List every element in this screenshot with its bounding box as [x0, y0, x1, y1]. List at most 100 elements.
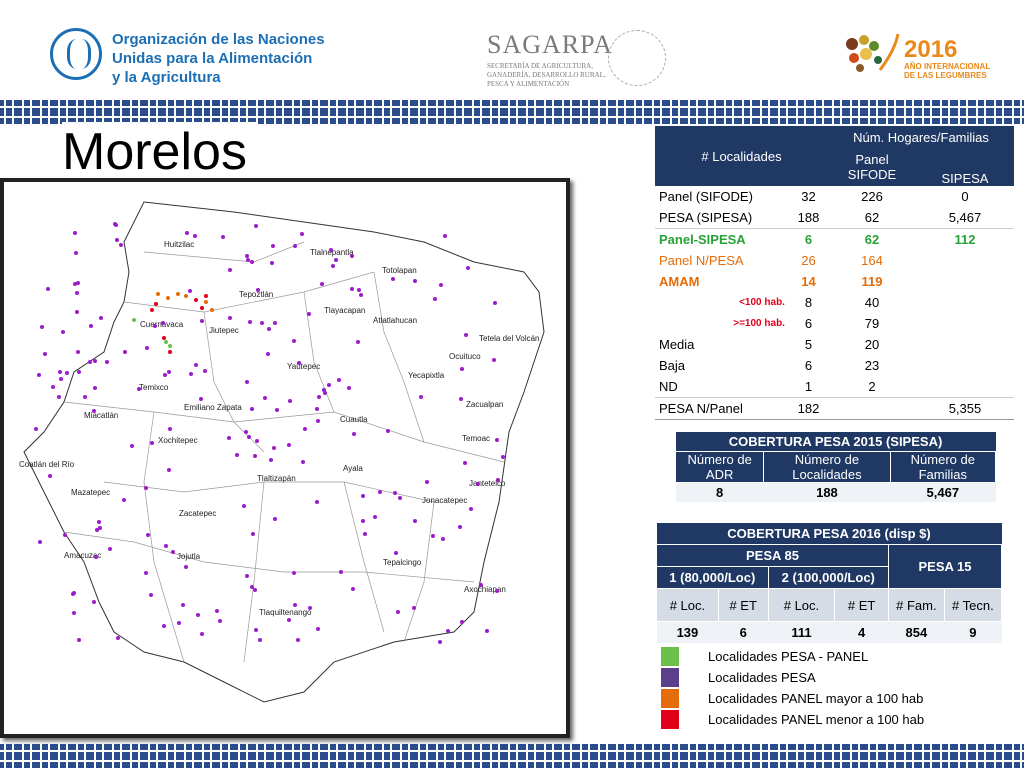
col-header: Número de Familias: [889, 451, 997, 483]
municipality-label: Miacatlán: [84, 411, 119, 420]
locality-dot: [170, 550, 175, 555]
locality-dot: [254, 438, 259, 443]
locality-dot: [432, 296, 437, 301]
municipality-label: Atlatlahucan: [373, 316, 418, 325]
page-title: Morelos: [62, 122, 257, 182]
header-panel-sifode: Panel SIFODE: [828, 148, 916, 186]
municipality-label: Amacuzac: [64, 551, 102, 560]
table-cell: 23: [864, 358, 880, 373]
fao-line: Unidas para la Alimentación: [112, 50, 313, 67]
value-cell: 111: [768, 621, 835, 643]
locality-dot: [464, 333, 469, 338]
locality-dot: [61, 329, 66, 334]
locality-dot: [430, 534, 435, 539]
locality-dot: [293, 602, 298, 607]
locality-dot: [215, 609, 220, 614]
table-cell: >=100 hab.: [733, 318, 785, 329]
locality-dot: [245, 258, 250, 263]
legumes-sub-line: DE LAS LEGUMBRES: [904, 71, 987, 80]
table-row: AMAM 14 119: [655, 271, 1014, 292]
locality-dot: [356, 288, 361, 293]
locality-dot: [185, 231, 190, 236]
table-cell: [916, 292, 1014, 313]
locality-dot: [460, 366, 465, 371]
locality-dot: [34, 426, 39, 431]
locality-dot: [114, 223, 119, 228]
table-cell: 112: [954, 232, 976, 247]
table-cell: 226: [861, 189, 883, 204]
locality-dot: [38, 539, 43, 544]
locality-dot: [148, 593, 153, 598]
locality-dot: [99, 316, 104, 321]
localities-table-body: Panel (SIFODE) 32 226 0 PESA (SIPESA) 188 62 5,…: [655, 186, 1014, 420]
table-cell: 6: [804, 358, 813, 373]
locality-dot: [265, 351, 270, 356]
locality-dot: [228, 315, 233, 320]
locality-dot: [244, 380, 249, 385]
locality-dot: [115, 635, 120, 640]
locality-dot: [118, 243, 123, 248]
municipality-label: Yautepec: [287, 362, 321, 371]
col-header: # Loc.: [656, 588, 719, 622]
locality-dot: [411, 606, 416, 611]
sagarpa-sub: SECRETARÍA DE AGRICULTURA, GANADERÍA, DE…: [487, 62, 613, 89]
locality-dot: [95, 527, 100, 532]
locality-dot: [91, 408, 96, 413]
locality-dot: [72, 611, 77, 616]
table-cell: 1: [788, 376, 828, 398]
value-cell: 6: [718, 621, 769, 643]
locality-dot: [466, 266, 471, 271]
col-header: # ET: [717, 588, 769, 622]
table-row: Panel (SIFODE) 32 226 0: [655, 186, 1014, 207]
locality-dot: [168, 350, 172, 354]
legend-item: Localidades PANEL mayor a 100 hab: [660, 688, 924, 709]
locality-dot: [144, 485, 149, 490]
locality-dot: [123, 349, 128, 354]
locality-dot: [256, 287, 261, 292]
locality-dot: [392, 490, 397, 495]
locality-dot: [221, 235, 226, 240]
header-localidades: # Localidades: [655, 126, 828, 186]
locality-dot: [226, 436, 231, 441]
locality-dot: [168, 427, 173, 432]
table-cell: 32: [801, 189, 816, 204]
locality-dot: [438, 283, 443, 288]
table-cell: [828, 397, 916, 420]
municipality-label: Temixco: [139, 383, 169, 392]
table-row: <100 hab. 8 40: [655, 292, 1014, 313]
locality-dot: [293, 244, 298, 249]
locality-dot: [349, 254, 354, 259]
table-cell: [916, 376, 1014, 398]
legend-item: Localidades PESA - PANEL: [660, 646, 924, 667]
table-cell: AMAM: [659, 274, 700, 289]
municipality-label: Jojutla: [177, 552, 201, 561]
municipality-label: Tetela del Volcán: [479, 334, 540, 343]
locality-dot: [469, 506, 474, 511]
municipality-label: Tlalnepantla: [310, 248, 354, 257]
localities-table: # Localidades Núm. Hogares/Familias Pane…: [655, 126, 1014, 420]
locality-dot: [192, 233, 197, 238]
locality-dot: [424, 479, 429, 484]
locality-dot: [204, 300, 208, 304]
locality-dot: [75, 310, 80, 315]
legend-swatch: [660, 688, 680, 709]
locality-dot: [441, 537, 446, 542]
municipality-label: Tlaltizapán: [257, 474, 296, 483]
locality-dot: [89, 324, 94, 329]
col-header: # Loc.: [767, 588, 836, 622]
locality-dot: [300, 232, 305, 237]
locality-dot: [413, 519, 418, 524]
locality-dot: [176, 292, 180, 296]
col-header: # Fam.: [887, 588, 945, 622]
locality-dot: [153, 324, 157, 329]
locality-dot: [245, 253, 250, 258]
sagarpa-logo: SAGARPA SECRETARÍA DE AGRICULTURA, GANAD…: [487, 30, 613, 89]
locality-dot: [188, 288, 193, 293]
locality-dot: [156, 292, 160, 296]
locality-dot: [199, 319, 204, 324]
locality-dot: [162, 623, 167, 628]
legend-item: Localidades PANEL menor a 100 hab: [660, 709, 924, 730]
locality-dot: [180, 603, 185, 608]
table-cell: 6: [804, 232, 813, 247]
municipality-label: Ayala: [343, 464, 363, 473]
